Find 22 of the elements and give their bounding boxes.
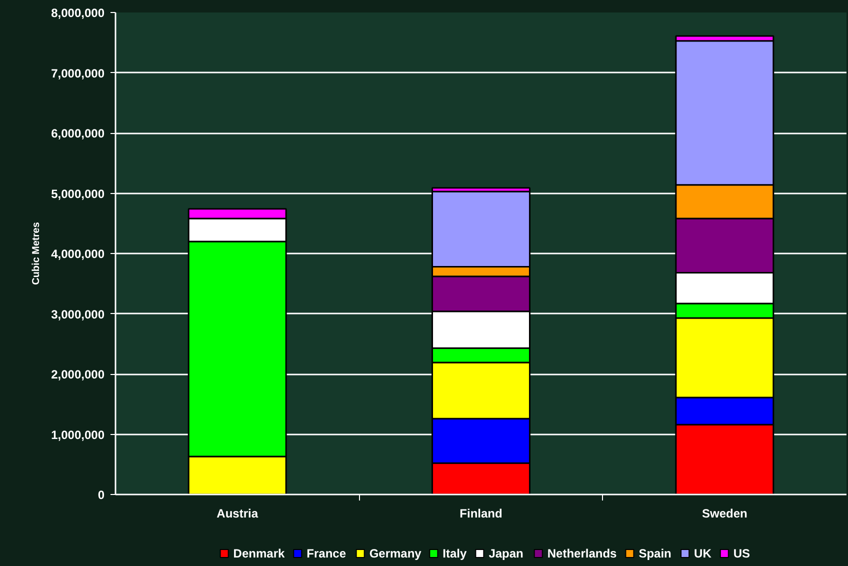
x-tick-label: Finland <box>460 506 502 520</box>
y-axis-title: Cubic Metres <box>31 222 42 285</box>
y-tick-label: 4,000,000 <box>51 247 105 261</box>
y-tick-label: 3,000,000 <box>51 307 105 322</box>
legend-label: UK <box>694 546 712 560</box>
y-tick-label: 0 <box>98 488 105 502</box>
legend-label: Spain <box>638 546 672 560</box>
y-tick-label: 8,000,000 <box>51 6 105 20</box>
legend-label: US <box>733 546 750 560</box>
y-tick-label: 7,000,000 <box>51 66 105 80</box>
y-tick-label: 2,000,000 <box>51 368 105 382</box>
x-tick-label: Sweden <box>702 506 748 520</box>
legend-label: Italy <box>442 546 468 560</box>
legend-label: Denmark <box>233 546 285 560</box>
legend-label: Netherlands <box>547 546 618 560</box>
legend-label: Japan <box>488 546 524 560</box>
y-tick-label: 1,000,000 <box>51 428 105 442</box>
y-tick-label: 5,000,000 <box>51 186 105 201</box>
y-tick-label: 6,000,000 <box>51 126 105 140</box>
legend-label: France <box>306 546 346 560</box>
x-tick-label: Austria <box>216 506 258 520</box>
legend-label: Germany <box>369 546 422 560</box>
